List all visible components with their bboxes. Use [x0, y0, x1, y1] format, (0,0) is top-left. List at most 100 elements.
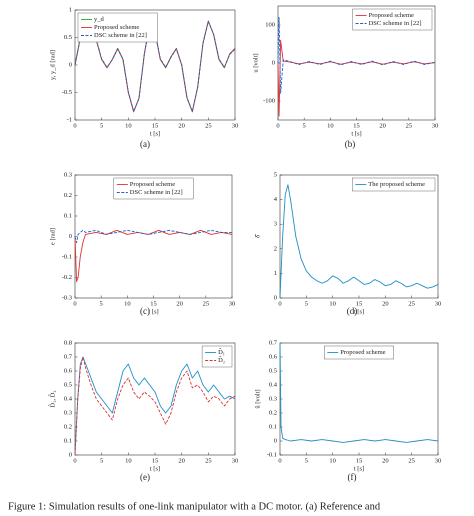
- legend-label: Proposed scheme: [130, 181, 175, 188]
- y-tick-label: -0.3: [62, 294, 72, 301]
- x-tick-label: 30: [232, 122, 239, 129]
- y-tick-label: 0.7: [269, 339, 278, 346]
- x-axis-label: t [s]: [150, 465, 160, 472]
- legend-label: The proposed scheme: [368, 181, 425, 188]
- x-tick-label: 15: [356, 300, 363, 307]
- x-tick-label: 10: [329, 300, 336, 307]
- y-tick-label: 0.4: [269, 381, 278, 388]
- y-tick-label: -1: [67, 116, 72, 123]
- series-line: [74, 229, 232, 244]
- y-tick-label: 0.3: [64, 171, 72, 178]
- x-tick-label: 25: [203, 300, 210, 307]
- y-tick-label: 5: [274, 171, 277, 178]
- x-tick-label: 0: [73, 300, 76, 307]
- x-tick-label: 20: [176, 300, 183, 307]
- y-tick-label: 0.5: [64, 381, 72, 388]
- y-tick-label: -0.5: [62, 89, 72, 96]
- y-tick-label: -0.1: [62, 253, 72, 260]
- y-axis-label: D̂₁, D̂₂: [49, 390, 56, 407]
- y-tick-label: 0.4: [64, 395, 73, 402]
- series-line: [279, 342, 439, 443]
- x-tick-label: 30: [232, 457, 239, 464]
- series-line: [74, 356, 236, 456]
- y-tick-label: 0: [272, 59, 275, 66]
- panel-label: (c): [140, 306, 150, 316]
- x-tick-label: 5: [303, 122, 306, 129]
- x-tick-label: 0: [278, 457, 281, 464]
- legend-box: [324, 345, 394, 360]
- legend-label: y_d: [94, 16, 105, 23]
- y-axis-label: e [rad]: [49, 228, 56, 245]
- x-tick-label: 30: [435, 300, 442, 307]
- y-tick-label: 2: [274, 245, 277, 252]
- x-tick-label: 30: [432, 122, 439, 129]
- plot-frame: [279, 342, 439, 456]
- caption: Figure 1: Simulation results of one-link…: [8, 501, 381, 512]
- y-tick-label: -0.2: [62, 274, 72, 281]
- x-tick-label: 0: [278, 300, 281, 307]
- panel-label: (f): [348, 472, 357, 482]
- x-tick-label: 10: [125, 457, 132, 464]
- x-tick-label: 25: [205, 122, 212, 129]
- y-tick-label: 0.2: [269, 409, 277, 416]
- x-tick-label: 20: [382, 300, 389, 307]
- x-tick-label: 25: [408, 457, 415, 464]
- y-tick-label: 1: [69, 6, 72, 13]
- legend-label: DSC scheme in [22]: [130, 189, 183, 196]
- y-tick-label: 0: [69, 451, 72, 458]
- legend-box: [352, 177, 436, 192]
- series-line: [74, 356, 236, 456]
- y-tick-label: -100: [263, 97, 275, 104]
- y-tick-label: 0.5: [269, 367, 277, 374]
- y-tick-label: 0.3: [64, 409, 72, 416]
- legend-label: D̂₂: [218, 357, 225, 364]
- y-tick-label: 0: [274, 437, 277, 444]
- x-axis-label: t [s]: [351, 130, 361, 137]
- x-tick-label: 0: [276, 122, 279, 129]
- x-tick-label: 10: [124, 300, 131, 307]
- y-tick-label: 3: [274, 221, 277, 228]
- y-axis-label: ũ [volt]: [254, 389, 261, 408]
- legend-box: [201, 345, 233, 368]
- x-tick-label: 15: [152, 122, 159, 129]
- x-tick-label: 15: [353, 122, 360, 129]
- legend-label: D̂₁: [218, 349, 225, 356]
- x-tick-label: 10: [327, 122, 334, 129]
- y-tick-label: 0.2: [64, 423, 72, 430]
- y-tick-label: 0.7: [64, 353, 73, 360]
- y-tick-label: 0.2: [64, 192, 72, 199]
- plot-frame: [279, 174, 439, 299]
- y-tick-label: 0.8: [64, 339, 72, 346]
- y-tick-label: 0.6: [64, 367, 73, 374]
- y-tick-label: 0: [69, 233, 72, 240]
- y-tick-label: 0.1: [269, 423, 277, 430]
- x-tick-label: 5: [305, 300, 308, 307]
- y-axis-label: y, y_d [rad]: [49, 50, 56, 80]
- x-axis-label: t [s]: [148, 308, 158, 315]
- legend-label: DSC scheme in [22]: [369, 20, 422, 27]
- series-line: [74, 229, 233, 283]
- x-tick-label: 30: [229, 300, 236, 307]
- x-axis-label: t [s]: [150, 130, 160, 137]
- x-tick-label: 20: [379, 122, 386, 129]
- x-tick-label: 5: [305, 457, 308, 464]
- x-tick-label: 15: [150, 300, 157, 307]
- series-line: [279, 184, 439, 299]
- y-tick-label: -0.1: [267, 451, 277, 458]
- x-tick-label: 15: [152, 457, 159, 464]
- x-tick-label: 20: [178, 122, 185, 129]
- legend-label: Proposed scheme: [340, 349, 385, 356]
- legend-label: Proposed scheme: [94, 24, 139, 31]
- panel-label: (d): [347, 306, 358, 316]
- series-line: [277, 16, 436, 94]
- x-tick-label: 25: [205, 457, 212, 464]
- y-tick-label: 0: [274, 294, 277, 301]
- y-tick-label: 0.3: [269, 395, 277, 402]
- x-tick-label: 10: [329, 457, 336, 464]
- x-tick-label: 25: [406, 122, 413, 129]
- y-axis-label: u [volt]: [252, 53, 259, 72]
- x-tick-label: 5: [100, 122, 103, 129]
- panel-label: (e): [140, 472, 150, 482]
- x-tick-label: 30: [435, 457, 442, 464]
